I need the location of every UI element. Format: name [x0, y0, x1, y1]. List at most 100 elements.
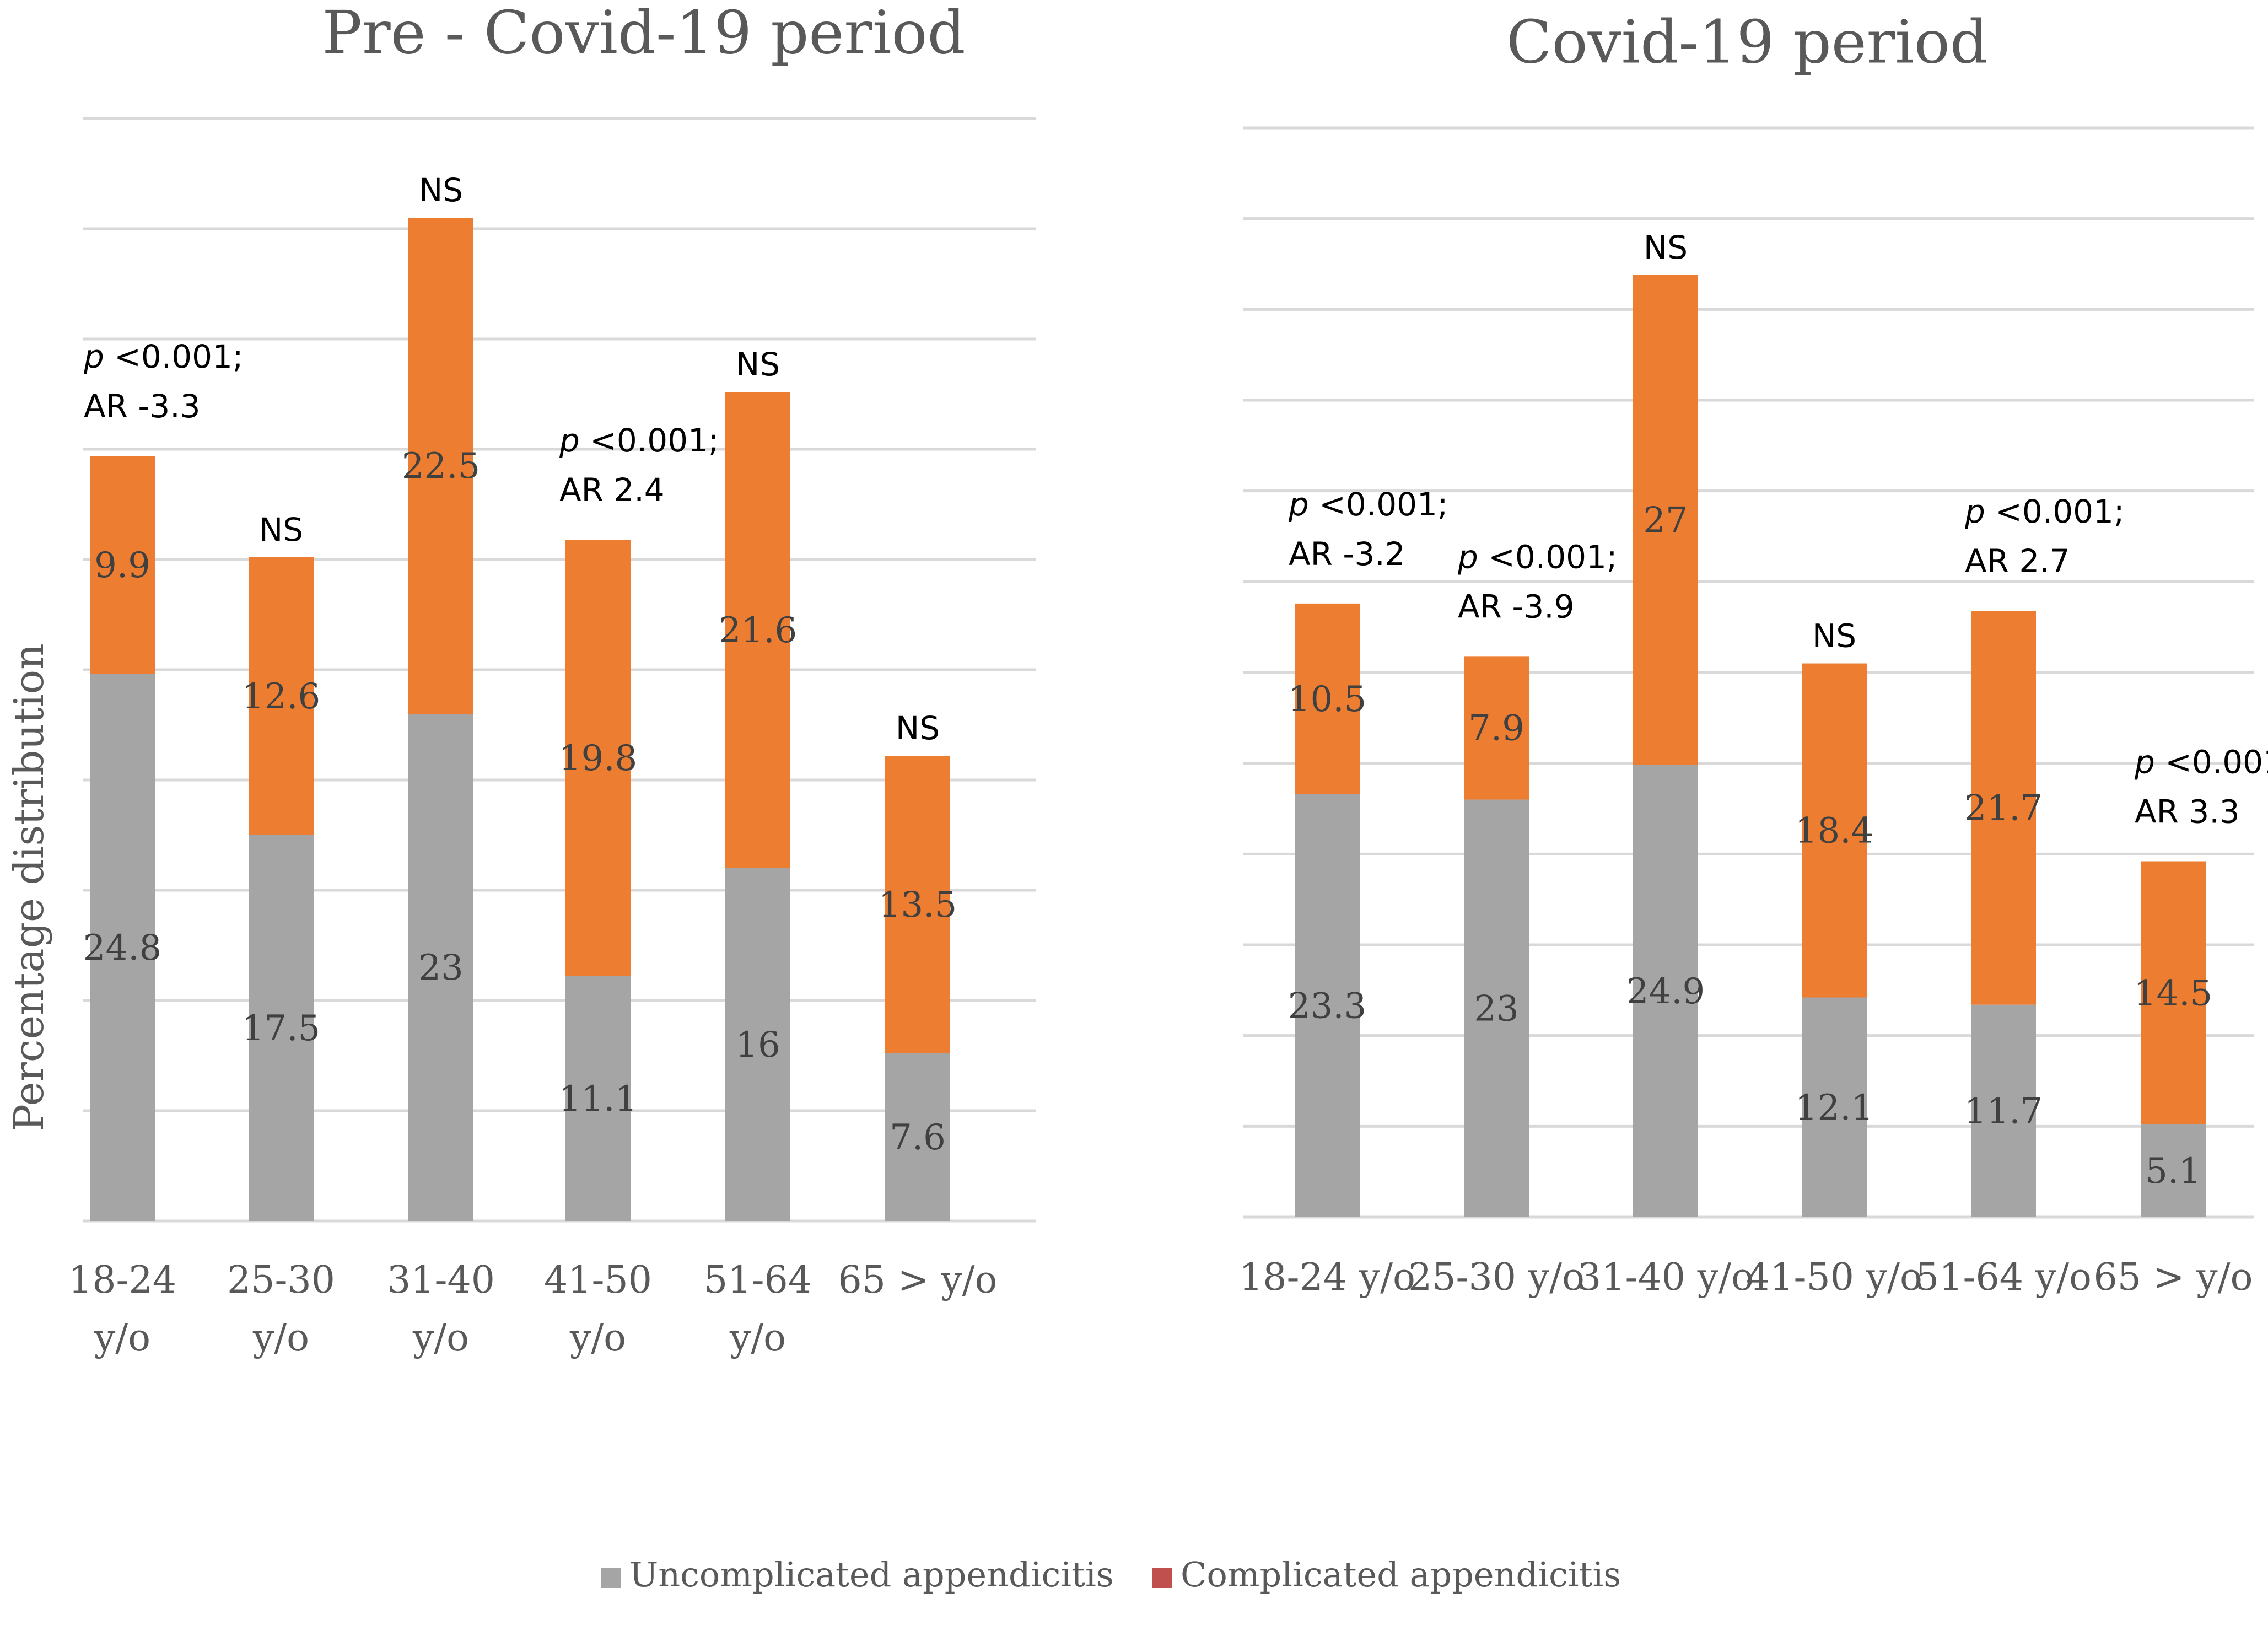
data-label-complicated: 13.5: [879, 885, 957, 926]
x-tick-label: 65 > y/o: [838, 1258, 998, 1302]
x-tick-label-line2: y/o: [729, 1316, 786, 1360]
annotation-ar: AR 2.4: [559, 471, 665, 509]
data-label-complicated: 9.9: [94, 545, 150, 586]
annotation-p-text: <0.001;: [2155, 744, 2268, 781]
x-tick-label: 41-50 y/o: [1746, 1256, 1922, 1299]
x-tick-label: 25-30 y/o: [1408, 1256, 1585, 1299]
bar-complicated: [1971, 611, 2036, 1005]
annotation-p-text: <0.001;: [104, 338, 244, 375]
bar-uncomplicated: [2141, 1124, 2206, 1217]
annotation-p-text: <0.001;: [1985, 493, 2125, 530]
annotation-ar: AR 3.3: [2135, 793, 2240, 831]
x-tick-label: 25-30: [227, 1258, 335, 1302]
x-tick-label: 18-24: [68, 1258, 176, 1302]
x-tick-label: 18-24 y/o: [1239, 1256, 1415, 1299]
x-tick-label: 31-40: [387, 1258, 495, 1302]
annotation-p-value: p <0.001;: [2134, 744, 2268, 781]
legend-swatch: [601, 1568, 621, 1588]
annotation-ns: NS: [1644, 229, 1688, 266]
data-label-uncomplicated: 23: [1474, 988, 1518, 1029]
annotation-ar: AR 2.7: [1965, 542, 2070, 580]
annotation-p-value: p <0.001;: [559, 422, 719, 459]
data-label-complicated: 19.8: [559, 738, 638, 779]
data-label-complicated: 22.5: [402, 446, 481, 487]
annotation-p-symbol: p: [1964, 493, 1985, 530]
data-label-uncomplicated: 12.1: [1795, 1088, 1874, 1128]
x-tick-label: 41-50: [544, 1258, 652, 1302]
annotation-ar: AR -3.2: [1289, 535, 1405, 573]
data-label-complicated: 12.6: [242, 676, 321, 717]
bar-complicated: [725, 392, 790, 868]
chart-2: Covid-19 period 23.3 10.5 18-24 y/o p <0.001…: [1239, 8, 2268, 1299]
annotation-ar: AR -3.3: [84, 388, 201, 425]
annotation-p-symbol: p: [559, 422, 580, 459]
annotation-p-text: <0.001;: [1478, 538, 1618, 575]
data-label-complicated: 21.6: [719, 610, 798, 651]
x-tick-label: 51-64: [704, 1258, 812, 1302]
data-label-complicated: 27: [1643, 500, 1688, 541]
data-label-complicated: 18.4: [1795, 811, 1874, 852]
bar-uncomplicated: [725, 868, 790, 1221]
data-label-uncomplicated: 23: [418, 948, 463, 988]
annotation-p-value: p <0.001;: [1288, 486, 1448, 523]
bar-uncomplicated: [565, 976, 631, 1221]
data-label-uncomplicated: 5.1: [2145, 1151, 2201, 1192]
x-tick-label: 51-64 y/o: [1915, 1256, 2092, 1299]
bar-complicated: [885, 756, 950, 1053]
legend-label: Complicated appendicitis: [1181, 1554, 1621, 1595]
data-label-uncomplicated: 24.9: [1626, 971, 1705, 1012]
bar-complicated: [565, 540, 631, 976]
bar-uncomplicated: [249, 835, 314, 1221]
x-tick-label: 31-40 y/o: [1577, 1256, 1754, 1299]
bar-complicated: [408, 218, 473, 714]
bar-uncomplicated: [90, 674, 155, 1221]
bar-complicated: [1464, 656, 1529, 800]
data-label-uncomplicated: 17.5: [242, 1008, 321, 1049]
chart-title: Covid-19 period: [1506, 8, 1988, 77]
bar-complicated: [1802, 663, 1867, 998]
data-label-complicated: 7.9: [1468, 708, 1524, 749]
legend-swatch: [1152, 1568, 1172, 1588]
data-label-uncomplicated: 16: [735, 1025, 780, 1066]
bar-complicated: [1295, 603, 1360, 794]
data-label-complicated: 14.5: [2134, 973, 2213, 1014]
bar-uncomplicated: [1464, 799, 1529, 1217]
bar-uncomplicated: [408, 714, 473, 1221]
data-label-uncomplicated: 7.6: [890, 1117, 946, 1158]
bar-uncomplicated: [1633, 765, 1698, 1217]
annotation-p-value: p <0.001;: [1457, 538, 1617, 575]
x-tick-label-line2: y/o: [252, 1316, 309, 1360]
bar-complicated: [90, 456, 155, 674]
data-label-uncomplicated: 11.1: [559, 1079, 638, 1120]
annotation-p-text: <0.001;: [580, 422, 719, 459]
annotation-p-text: <0.001;: [1309, 486, 1448, 523]
chart-title: Pre - Covid-19 period: [322, 0, 965, 67]
annotation-ns: NS: [736, 346, 780, 383]
chart-1: Pre - Covid-19 period Percentage distribu…: [6, 0, 1036, 1360]
bar-complicated: [249, 557, 314, 835]
annotation-ns: NS: [259, 511, 303, 548]
bar-uncomplicated: [1802, 997, 1867, 1217]
x-tick-label-line2: y/o: [412, 1316, 469, 1360]
annotation-p-symbol: p: [1288, 486, 1309, 523]
data-label-uncomplicated: 23.3: [1288, 986, 1367, 1026]
x-tick-label: 65 > y/o: [2094, 1256, 2253, 1299]
annotation-ns: NS: [419, 171, 463, 209]
data-label-complicated: 21.7: [1964, 788, 2043, 828]
bar-complicated: [2141, 861, 2206, 1125]
annotation-ns: NS: [1812, 617, 1856, 655]
annotation-p-symbol: p: [1457, 538, 1478, 575]
data-label-complicated: 10.5: [1288, 679, 1367, 720]
annotation-ar: AR -3.9: [1458, 588, 1575, 625]
legend-label: Uncomplicated appendicitis: [629, 1554, 1114, 1595]
x-tick-label-line2: y/o: [569, 1316, 626, 1360]
bar-complicated: [1633, 275, 1698, 765]
data-label-uncomplicated: 24.8: [83, 928, 162, 968]
annotation-p-value: p <0.001;: [1964, 493, 2124, 530]
bar-uncomplicated: [885, 1053, 950, 1221]
bar-uncomplicated: [1295, 794, 1360, 1217]
annotation-p-value: p <0.001;: [83, 338, 243, 375]
annotation-ns: NS: [896, 709, 940, 747]
